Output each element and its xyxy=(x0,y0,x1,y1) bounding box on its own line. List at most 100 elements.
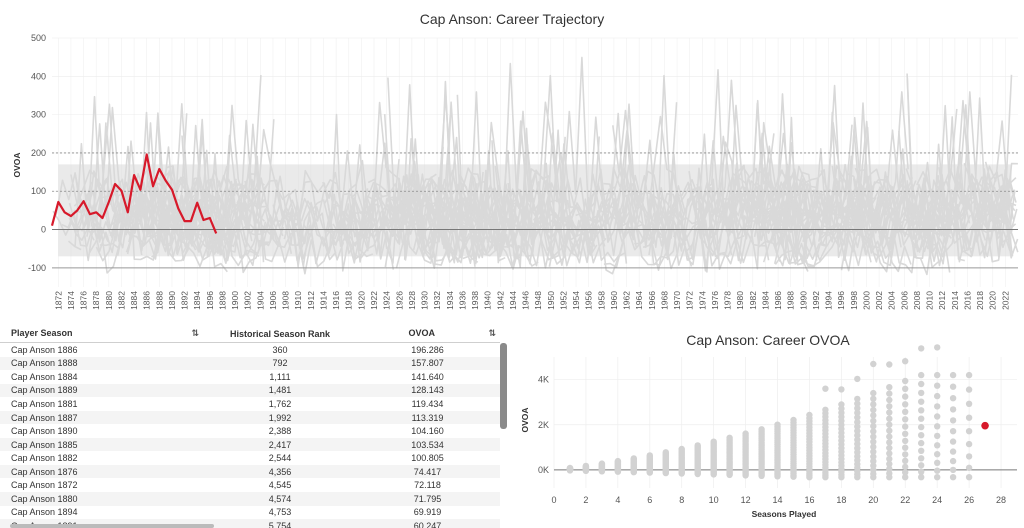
player-point xyxy=(902,437,909,445)
x-tick-label: 1964 xyxy=(634,291,644,310)
x-tick-label: 1916 xyxy=(331,291,341,310)
table-row[interactable]: Cap Anson 1889 1,481 128.143 xyxy=(0,383,500,398)
x-tick-label: 1954 xyxy=(571,291,581,310)
y-tick-label: 4K xyxy=(538,375,549,385)
player-point xyxy=(934,403,941,410)
sort-icon[interactable]: ⇅ xyxy=(488,328,496,338)
player-point xyxy=(870,406,877,414)
cell-rank: 4,545 xyxy=(268,480,292,491)
x-tick-label: 1948 xyxy=(533,291,543,310)
player-point xyxy=(566,464,574,472)
player-point xyxy=(918,462,925,469)
x-tick-label: 6 xyxy=(647,495,652,505)
player-point xyxy=(918,380,925,388)
cell-player-season: Cap Anson 1885 xyxy=(0,437,205,452)
y-tick-label: 0K xyxy=(538,465,549,475)
cell-ovoa: 113.319 xyxy=(355,410,500,425)
x-tick-label: 1996 xyxy=(836,291,846,310)
table-row[interactable]: Cap Anson 1876 4,356 74.417 xyxy=(0,464,500,479)
player-point xyxy=(886,415,893,422)
x-tick-label: 1890 xyxy=(167,291,177,310)
player-point xyxy=(949,383,957,390)
x-tick-label: 1998 xyxy=(849,291,859,310)
series-line-cap-anson xyxy=(50,153,218,234)
player-point xyxy=(902,416,909,423)
player-point xyxy=(934,432,941,440)
player-point xyxy=(886,460,893,468)
col-header-rank[interactable]: Historical Season Rank xyxy=(205,325,355,343)
x-tick-label: 1910 xyxy=(293,291,303,310)
x-tick-label: 1888 xyxy=(154,291,164,310)
x-tick-label: 1944 xyxy=(508,291,518,310)
player-point xyxy=(886,433,893,440)
player-point xyxy=(742,430,749,437)
player-point xyxy=(902,401,909,408)
player-point xyxy=(790,416,797,424)
table-row[interactable]: Cap Anson 1888 792 157.807 xyxy=(0,356,500,371)
table-row[interactable]: Cap Anson 1880 4,574 71.795 xyxy=(0,492,500,506)
player-point xyxy=(646,452,653,459)
y-tick-label: 2K xyxy=(538,420,549,430)
player-point xyxy=(934,467,941,474)
player-point xyxy=(934,392,941,400)
x-tick-label: 14 xyxy=(773,495,783,505)
player-point xyxy=(870,428,877,435)
player-point xyxy=(838,386,845,393)
player-point xyxy=(934,344,941,351)
x-tick-label: 1872 xyxy=(53,291,63,310)
table-row[interactable]: Cap Anson 1884 1,111 141.640 xyxy=(0,370,500,384)
y-tick-label: 200 xyxy=(31,148,46,158)
player-point xyxy=(758,426,765,433)
player-point xyxy=(965,400,973,407)
col-header-player-season[interactable]: Player Season ⇅ xyxy=(0,325,205,343)
table-row[interactable]: Cap Anson 1885 2,417 103.534 xyxy=(0,437,500,452)
x-tick-label: 1932 xyxy=(432,291,442,310)
player-point xyxy=(902,469,909,476)
cell-player-season: Cap Anson 1872 xyxy=(11,480,78,491)
x-tick-label: 1884 xyxy=(129,291,139,310)
player-point xyxy=(886,396,893,404)
x-tick-label: 2008 xyxy=(912,291,922,310)
x-tick-label: 1956 xyxy=(584,291,594,310)
cell-player-season: Cap Anson 1889 xyxy=(0,383,205,398)
player-point xyxy=(710,438,717,445)
col-header-ovoa[interactable]: OVOA ⇅ xyxy=(355,325,500,343)
player-point xyxy=(934,413,941,420)
player-point xyxy=(902,393,909,400)
x-tick-label: 2020 xyxy=(988,291,998,310)
x-tick-label: 0 xyxy=(551,495,556,505)
x-tick-label: 12 xyxy=(741,495,751,505)
x-tick-label: 18 xyxy=(836,495,846,505)
table-vertical-scrollbar[interactable] xyxy=(500,343,507,429)
player-point xyxy=(854,395,861,403)
cell-ovoa: 128.143 xyxy=(355,383,500,398)
player-point xyxy=(918,439,925,447)
table-row[interactable]: Cap Anson 1887 1,992 113.319 xyxy=(0,410,500,425)
x-tick-label: 8 xyxy=(679,495,684,505)
player-point xyxy=(886,409,893,416)
x-tick-label: 4 xyxy=(615,495,620,505)
season-table: Player Season ⇅ Historical Season Rank O… xyxy=(0,325,500,528)
x-tick-label: 2002 xyxy=(874,291,884,310)
table-row[interactable]: Cap Anson 1882 2,544 100.805 xyxy=(0,451,500,465)
player-point xyxy=(934,442,941,449)
player-point xyxy=(598,460,606,467)
player-point xyxy=(949,448,957,455)
table-row[interactable]: Cap Anson 1886 360 196.286 xyxy=(0,343,500,357)
x-tick-label: 2022 xyxy=(1000,291,1010,310)
table-row[interactable]: Cap Anson 1872 4,545 72.118 xyxy=(0,478,500,492)
x-tick-label: 1970 xyxy=(672,291,682,310)
table-horizontal-scrollbar[interactable] xyxy=(10,524,214,528)
cell-rank: 2,544 xyxy=(268,453,292,464)
table-row[interactable]: Cap Anson 1881 1,762 119.434 xyxy=(0,397,500,411)
x-tick-label: 1930 xyxy=(420,291,430,310)
cell-ovoa: 72.118 xyxy=(414,480,441,491)
x-tick-label: 1926 xyxy=(394,291,404,310)
player-point xyxy=(614,457,622,465)
cell-rank: 1,762 xyxy=(268,398,292,409)
table-row[interactable]: Cap Anson 1890 2,388 104.160 xyxy=(0,424,500,438)
table-row[interactable]: Cap Anson 1894 4,753 69.919 xyxy=(0,506,500,520)
x-tick-label: 1952 xyxy=(558,291,568,310)
sort-icon[interactable]: ⇅ xyxy=(191,328,199,338)
player-point xyxy=(886,390,893,397)
